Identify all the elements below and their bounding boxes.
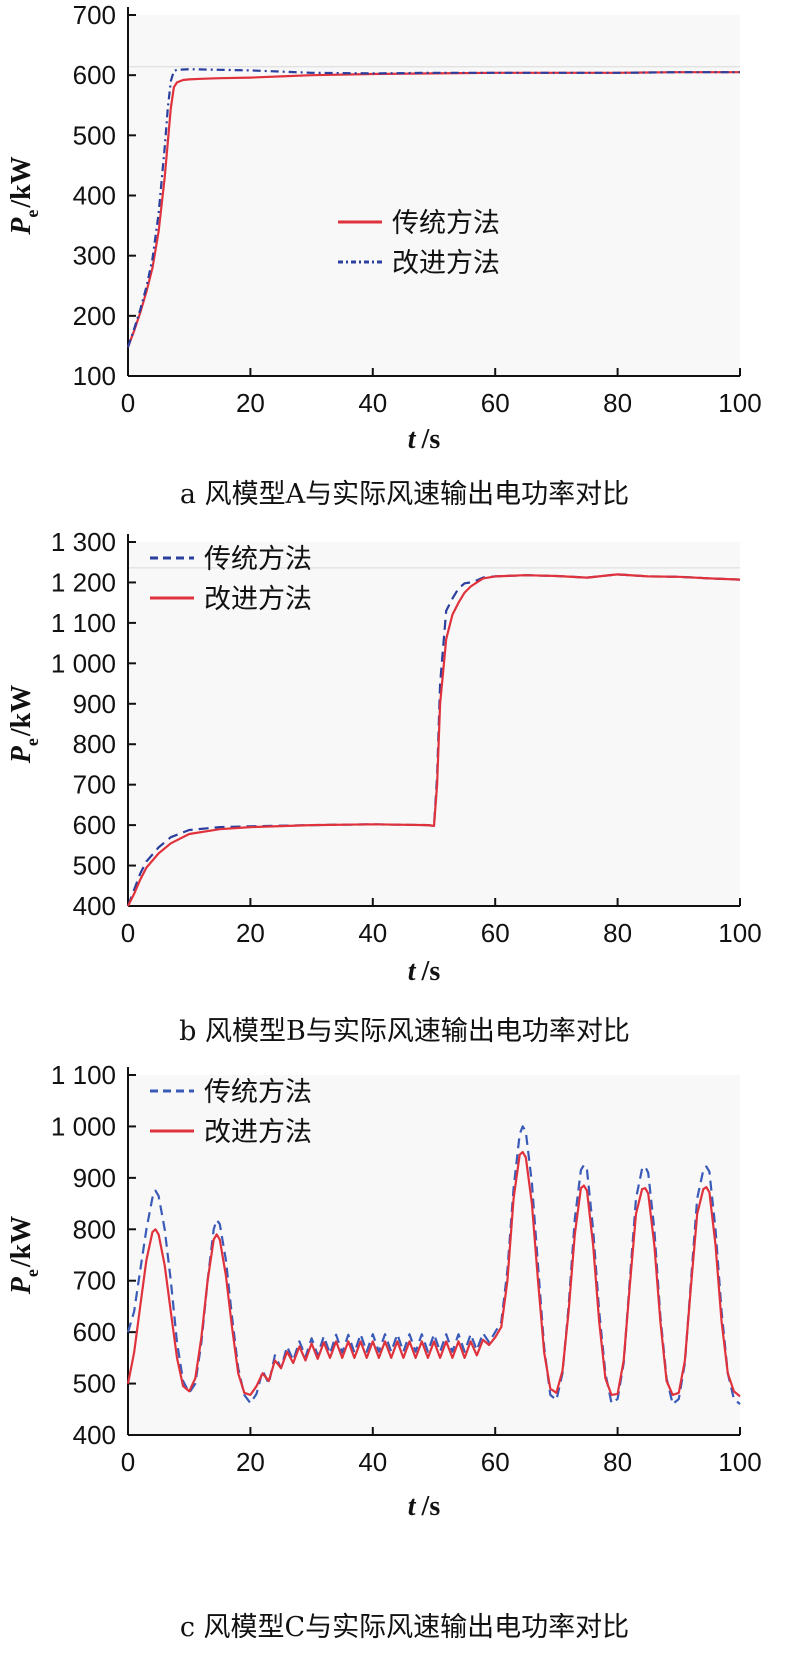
legend-label-2: 改进方法 bbox=[204, 584, 312, 615]
y-tick-label: 1 100 bbox=[51, 608, 116, 638]
chart-caption-c: c 风模型C与实际风速输出电功率对比 bbox=[179, 1612, 630, 1643]
legend-label-1: 传统方法 bbox=[392, 208, 500, 239]
x-tick-label: 40 bbox=[358, 918, 387, 948]
y-tick-label: 400 bbox=[73, 891, 116, 921]
y-tick-label: 800 bbox=[73, 1214, 116, 1244]
y-tick-label: 300 bbox=[73, 241, 116, 271]
y-tick-label: 1 000 bbox=[51, 1111, 116, 1141]
y-axis-label-unit: /kW bbox=[6, 156, 37, 208]
y-axis-label-subscript: e bbox=[22, 738, 42, 746]
series-line-2 bbox=[127, 573, 741, 907]
y-axis-label-unit: /kW bbox=[6, 1216, 37, 1268]
y-axis-label: Pe/kW bbox=[6, 1216, 42, 1295]
y-tick-label: 800 bbox=[73, 729, 116, 759]
plot-area bbox=[128, 15, 740, 376]
x-axis-label-unit: /s bbox=[421, 956, 441, 987]
x-tick-label: 100 bbox=[718, 918, 761, 948]
y-tick-label: 500 bbox=[73, 851, 116, 881]
x-tick-label: 40 bbox=[358, 388, 387, 418]
legend-label-2: 改进方法 bbox=[392, 248, 500, 279]
x-axis-label: t/s bbox=[408, 956, 441, 987]
y-tick-label: 1 100 bbox=[51, 1060, 116, 1090]
y-tick-label: 200 bbox=[73, 301, 116, 331]
y-axis-label-subscript: e bbox=[22, 1269, 42, 1277]
y-tick-label: 600 bbox=[73, 1317, 116, 1347]
y-tick-label: 500 bbox=[73, 1369, 116, 1399]
x-tick-label: 20 bbox=[236, 918, 265, 948]
x-axis-label-main: t bbox=[408, 424, 417, 455]
x-axis-label: t/s bbox=[408, 1491, 441, 1522]
y-tick-label: 700 bbox=[73, 0, 116, 30]
series-line-2 bbox=[126, 1151, 741, 1398]
x-tick-label: 60 bbox=[481, 388, 510, 418]
x-tick-label: 0 bbox=[121, 918, 135, 948]
chart-a: 100 200 300 400 500 600 700 0 20 40 60 80 100 t/s Pe/k… bbox=[6, 0, 762, 455]
x-axis-label-main: t bbox=[408, 956, 417, 987]
y-tick-label: 600 bbox=[73, 60, 116, 90]
y-axis-label: Pe/kW bbox=[6, 685, 42, 764]
y-tick-label: 600 bbox=[73, 810, 116, 840]
x-tick-label: 60 bbox=[481, 918, 510, 948]
y-tick-label: 400 bbox=[73, 1420, 116, 1450]
plot-area bbox=[128, 542, 740, 906]
legend-label-1: 传统方法 bbox=[204, 1077, 312, 1108]
chart-panel-c: 400 500 600 700 800 900 1 000 1 100 0 20 40 60 80 100… bbox=[0, 1055, 809, 1654]
legend-label-2: 改进方法 bbox=[204, 1117, 312, 1148]
y-axis-label: Pe/kW bbox=[6, 156, 42, 235]
x-tick-label: 20 bbox=[236, 1447, 265, 1477]
y-tick-label: 100 bbox=[73, 361, 116, 391]
chart-panel-a: 100 200 300 400 500 600 700 0 20 40 60 80 100 t/s Pe/k… bbox=[0, 0, 809, 520]
y-tick-label: 700 bbox=[73, 1266, 116, 1296]
y-tick-label: 500 bbox=[73, 120, 116, 150]
chart-panel-b: 400 500 600 700 800 900 1 000 1 100 1 200 1 300 0 2… bbox=[0, 520, 809, 1055]
x-tick-label: 80 bbox=[603, 918, 632, 948]
x-tick-label: 80 bbox=[603, 1447, 632, 1477]
y-axis-label-main: P bbox=[6, 745, 37, 764]
x-tick-label: 60 bbox=[481, 1447, 510, 1477]
x-tick-label: 80 bbox=[603, 388, 632, 418]
y-axis-label-subscript: e bbox=[22, 210, 42, 218]
x-axis-label-main: t bbox=[408, 1491, 417, 1522]
legend-label-1: 传统方法 bbox=[204, 544, 312, 575]
chart-b: 400 500 600 700 800 900 1 000 1 100 1 200 1 300 0 2… bbox=[6, 527, 762, 987]
x-tick-label: 40 bbox=[358, 1447, 387, 1477]
x-tick-label: 0 bbox=[121, 388, 135, 418]
chart-caption-a: a 风模型A与实际风速输出电功率对比 bbox=[179, 479, 630, 510]
y-tick-label: 1 000 bbox=[51, 648, 116, 678]
y-axis-label-main: P bbox=[6, 217, 37, 236]
chart-caption-b: b 风模型B与实际风速输出电功率对比 bbox=[179, 1016, 630, 1047]
x-tick-label: 20 bbox=[236, 388, 265, 418]
plot-area bbox=[128, 1075, 740, 1435]
y-tick-label: 400 bbox=[73, 181, 116, 211]
y-tick-label: 700 bbox=[73, 770, 116, 800]
y-tick-label: 900 bbox=[73, 689, 116, 719]
y-tick-label: 1 300 bbox=[51, 527, 116, 557]
y-axis-label-main: P bbox=[6, 1276, 37, 1295]
y-axis-label-unit: /kW bbox=[6, 685, 37, 737]
x-axis-label-unit: /s bbox=[421, 1491, 441, 1522]
x-tick-label: 0 bbox=[121, 1447, 135, 1477]
x-tick-label: 100 bbox=[718, 388, 761, 418]
x-tick-label: 100 bbox=[718, 1447, 761, 1477]
x-axis-label: t/s bbox=[408, 424, 441, 455]
y-tick-label: 1 200 bbox=[51, 567, 116, 597]
x-axis-label-unit: /s bbox=[421, 424, 441, 455]
y-tick-label: 900 bbox=[73, 1163, 116, 1193]
